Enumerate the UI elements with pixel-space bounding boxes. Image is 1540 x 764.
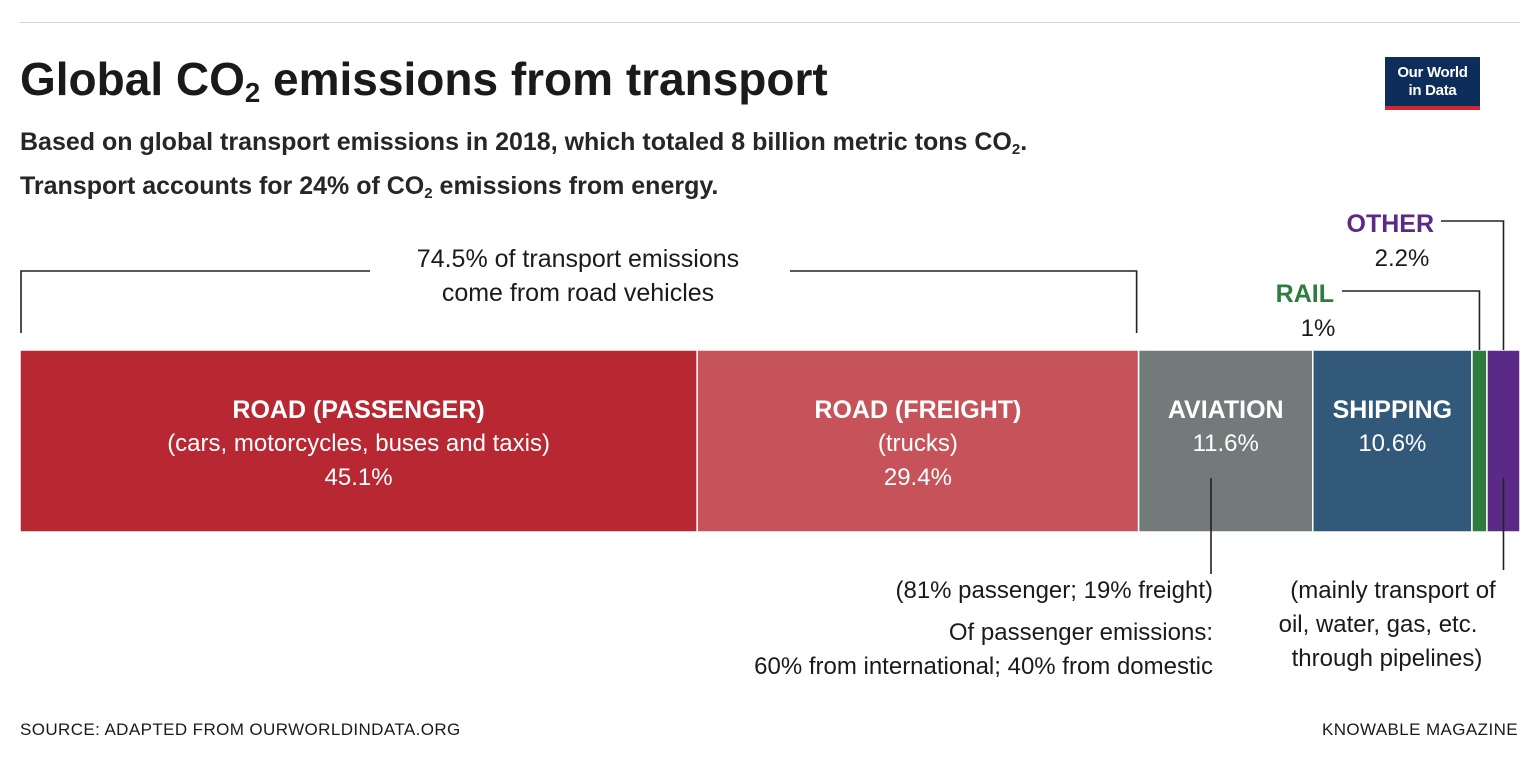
aviation-note-line-2: Of passenger emissions:	[949, 619, 1213, 646]
road-bracket-left	[20, 270, 370, 333]
chart-subtitle: Based on global transport emissions in 2…	[20, 120, 1027, 208]
other-leader	[1441, 220, 1505, 350]
top-rule	[20, 22, 1520, 23]
other-note-line-2: oil, water, gas, etc.	[1279, 611, 1478, 638]
annotation-lines	[20, 220, 1505, 574]
segment-detail-road-freight: (trucks)	[878, 430, 958, 457]
bar-segment-rail	[1471, 349, 1488, 533]
other-note-line-1: (mainly transport of	[1290, 577, 1496, 604]
segment-value-aviation: 11.6%	[1193, 430, 1259, 457]
segment-name-road-passenger: ROAD (PASSENGER)	[232, 396, 484, 424]
chart-title: Global CO2 emissions from transport	[20, 53, 828, 108]
logo-line-2: in Data	[1408, 82, 1457, 99]
segment-name-road-freight: ROAD (FREIGHT)	[814, 396, 1021, 424]
bar-segment-aviation	[1137, 349, 1314, 533]
road-total-label-line-2: come from road vehicles	[442, 279, 714, 307]
road-bracket-right	[790, 270, 1138, 333]
rail-leader	[1342, 290, 1481, 350]
subtitle-line-1: Based on global transport emissions in 2…	[20, 128, 1028, 158]
our-world-in-data-logo[interactable]: Our World in Data	[1385, 57, 1480, 110]
bar-segments	[19, 349, 1521, 533]
subtitle-line-2: Transport accounts for 24% of CO2 emissi…	[20, 172, 719, 202]
publisher-credit[interactable]: KNOWABLE MAGAZINE	[1321, 720, 1518, 739]
bar-segment-road-passenger	[19, 349, 698, 533]
rail-value: 1%	[1301, 315, 1336, 342]
source-note: SOURCE: ADAPTED FROM OURWORLDINDATA.ORG	[20, 720, 461, 739]
segment-value-road-passenger: 45.1%	[325, 464, 393, 491]
segment-detail-road-passenger: (cars, motorcycles, buses and taxis)	[167, 430, 550, 457]
bar-segment-shipping	[1312, 349, 1473, 533]
rail-label: RAIL	[1276, 280, 1334, 308]
segment-name-shipping: SHIPPING	[1333, 396, 1452, 424]
chart-labels: ROAD (PASSENGER) (cars, motorcycles, buse…	[167, 210, 1496, 680]
other-note-line-3: through pipelines)	[1292, 645, 1483, 672]
logo-line-1: Our World	[1397, 64, 1468, 81]
segment-value-shipping: 10.6%	[1358, 430, 1426, 457]
other-value: 2.2%	[1375, 245, 1430, 272]
bar-segment-road-freight	[696, 349, 1140, 533]
aviation-note-line-1: (81% passenger; 19% freight)	[895, 577, 1213, 604]
road-total-label-line-1: 74.5% of transport emissions	[417, 245, 739, 273]
other-label: OTHER	[1347, 210, 1435, 238]
segment-value-road-freight: 29.4%	[884, 464, 952, 491]
aviation-note-line-3: 60% from international; 40% from domesti…	[754, 653, 1213, 680]
segment-name-aviation: AVIATION	[1168, 396, 1284, 424]
